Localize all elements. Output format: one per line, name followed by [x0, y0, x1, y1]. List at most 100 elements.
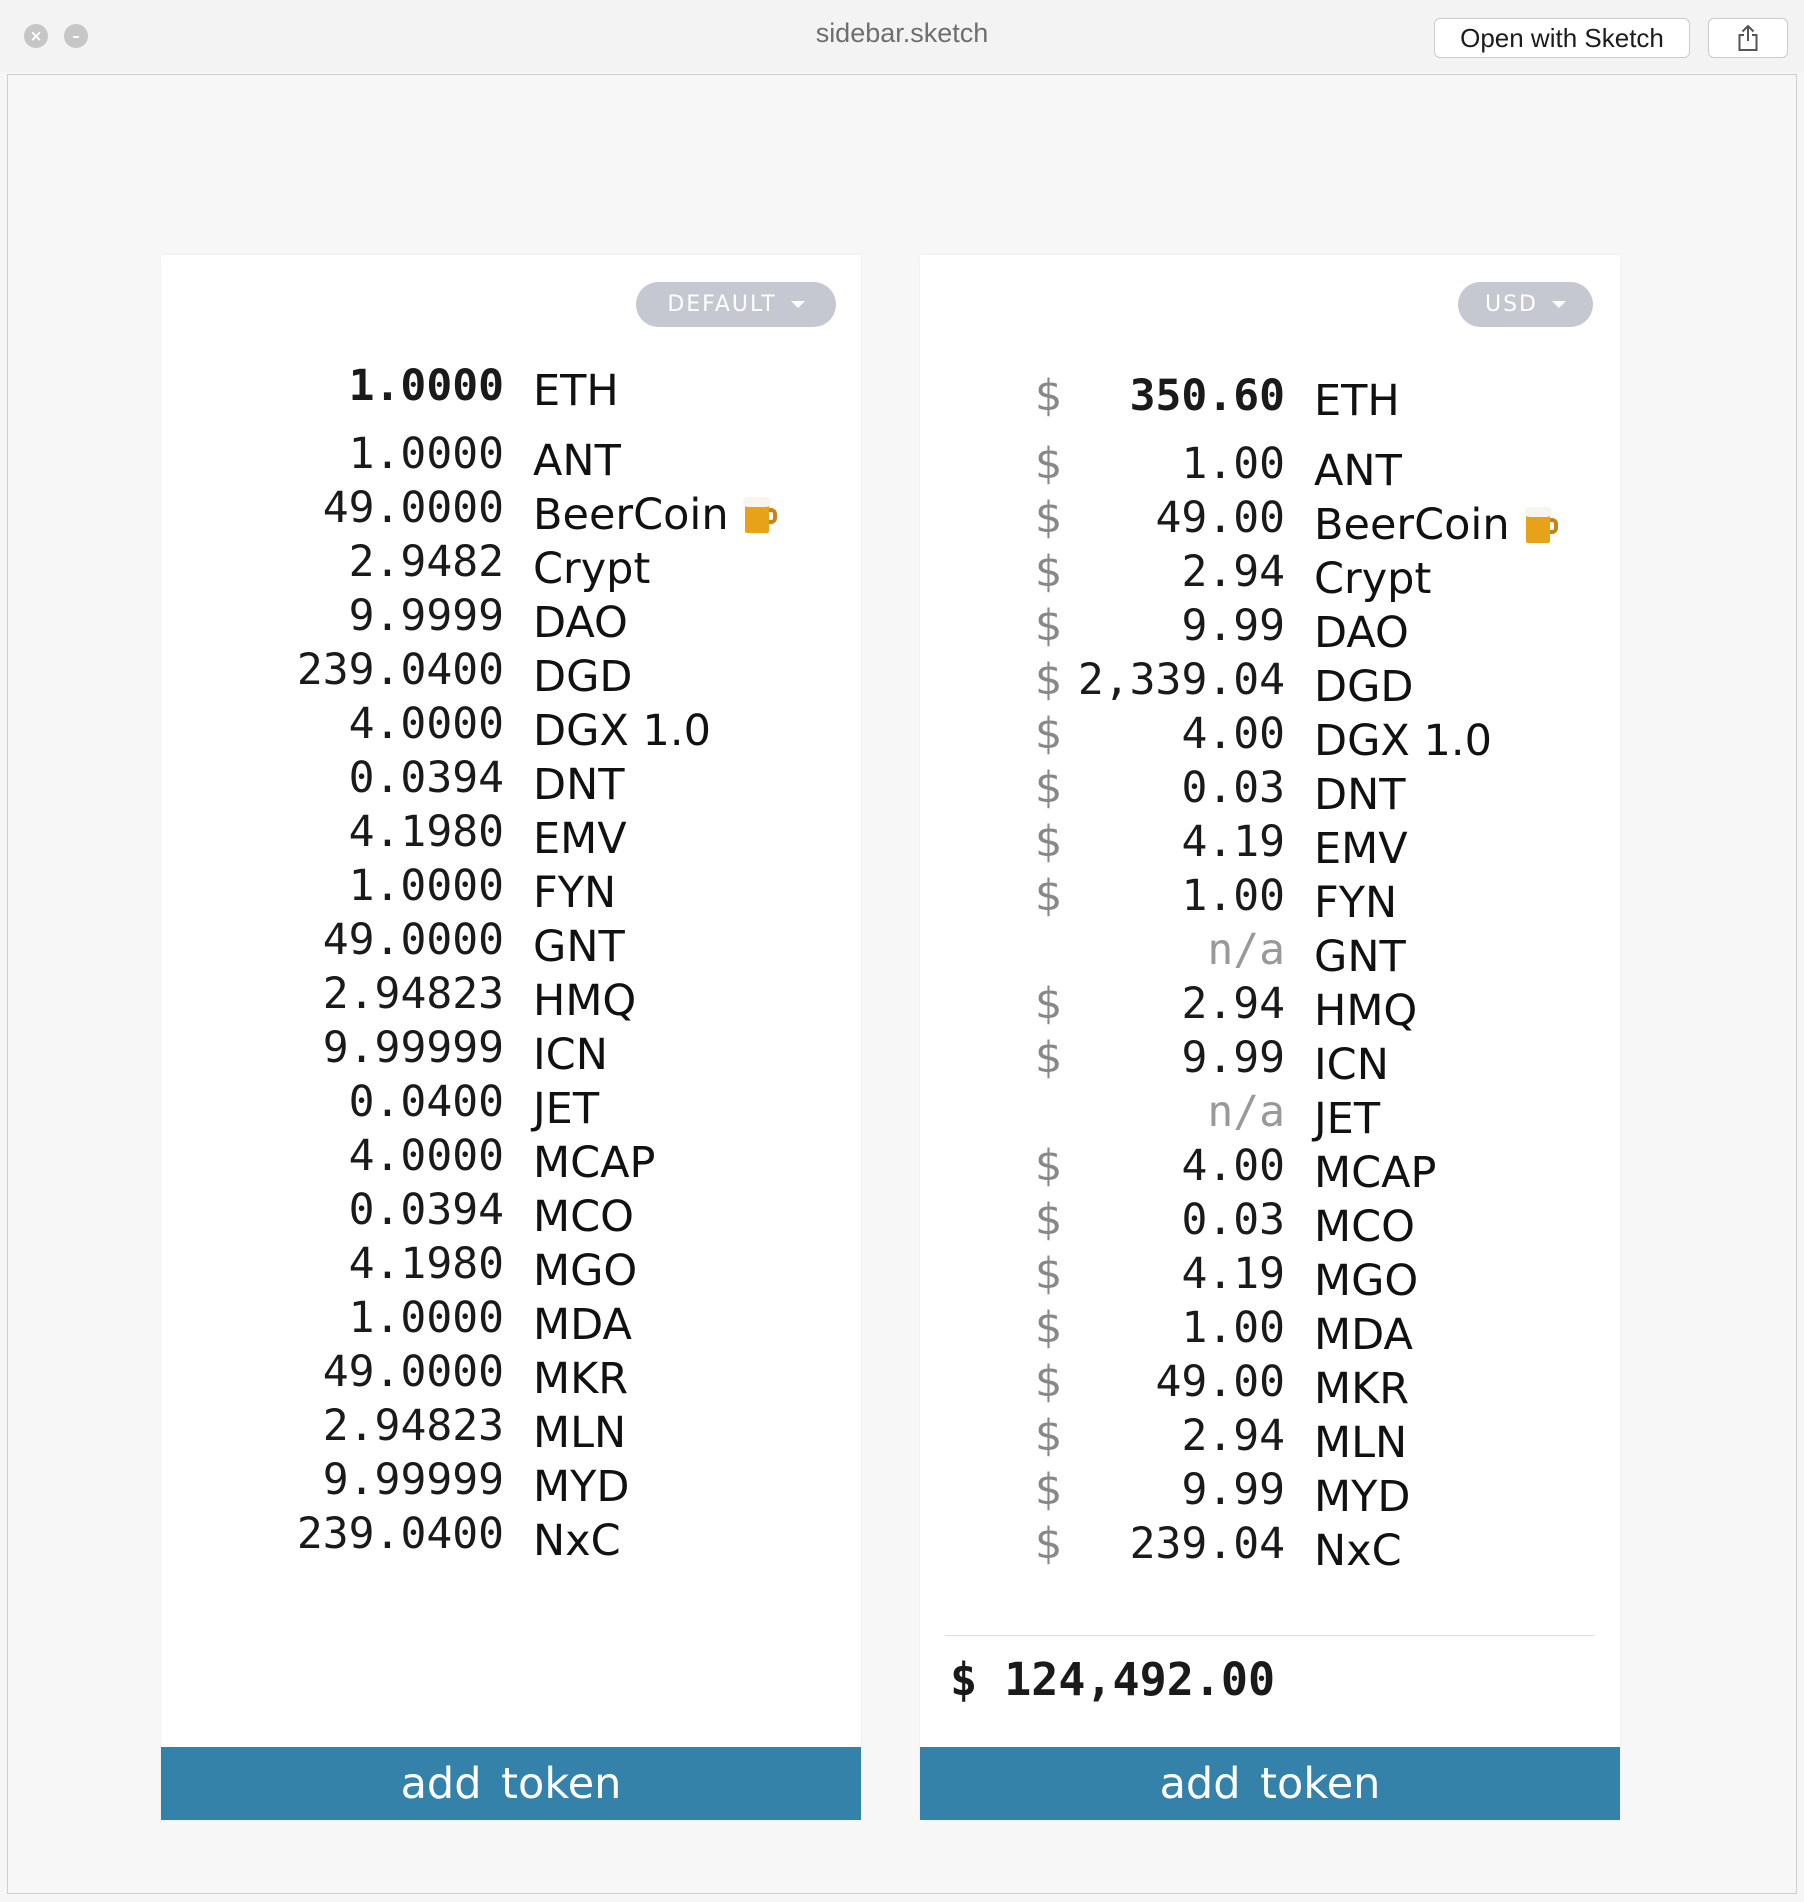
token-row[interactable]: 9.9999 DAO [161, 589, 861, 648]
token-row[interactable]: 4.0000 DGX 1.0 [161, 697, 861, 756]
token-amount: 0.0394 [348, 1185, 504, 1235]
token-value: 4.19 [1181, 1249, 1285, 1299]
token-symbol: MLN [1314, 1416, 1407, 1470]
token-row[interactable]: 239.0400 NxC [161, 1507, 861, 1566]
token-row[interactable]: $49.00 MKR [920, 1355, 1620, 1414]
token-row[interactable]: 1.0000 FYN [161, 859, 861, 918]
token-row[interactable]: 2.94823 HMQ [161, 967, 861, 1026]
token-symbol-label: MKR [1314, 1364, 1410, 1414]
currency-symbol: $ [1035, 1519, 1063, 1569]
token-symbol: HMQ [1314, 984, 1417, 1038]
token-row[interactable]: $4.19 MGO [920, 1247, 1620, 1306]
token-value: 239.04 [1129, 1519, 1285, 1569]
token-row[interactable]: 4.1980 MGO [161, 1237, 861, 1296]
token-symbol: MCAP [1314, 1146, 1436, 1200]
token-row[interactable]: 4.0000 MCAP [161, 1129, 861, 1188]
token-row[interactable]: 1.0000 ANT [161, 427, 861, 486]
token-row[interactable]: 49.0000 BeerCoin [161, 481, 861, 540]
open-with-sketch-button[interactable]: Open with Sketch [1434, 18, 1690, 58]
currency-selector-dropdown[interactable]: USD [1458, 282, 1593, 327]
token-row[interactable]: 1.0000 MDA [161, 1291, 861, 1350]
token-symbol: NxC [1314, 1524, 1402, 1578]
token-row[interactable]: 0.0394 DNT [161, 751, 861, 810]
token-row[interactable]: $1.00 ANT [920, 437, 1620, 496]
token-row[interactable]: $2.94 HMQ [920, 977, 1620, 1036]
token-row[interactable]: $4.00 MCAP [920, 1139, 1620, 1198]
token-symbol-label: DGD [1314, 662, 1414, 712]
token-symbol-label: HMQ [1314, 986, 1418, 1036]
beer-mug-icon [1523, 507, 1558, 543]
token-symbol: Crypt [533, 542, 650, 596]
token-row[interactable]: $9.99 ICN [920, 1031, 1620, 1090]
currency-symbol: $ [1035, 1357, 1063, 1407]
token-symbol-label: MCAP [533, 1138, 656, 1188]
currency-symbol: $ [1035, 1411, 1063, 1461]
token-symbol-label: MCO [533, 1192, 634, 1242]
token-symbol-label: MGO [533, 1246, 638, 1296]
token-row[interactable]: $9.99 DAO [920, 599, 1620, 658]
token-symbol: BeerCoin [533, 488, 777, 542]
currency-symbol: $ [1035, 817, 1063, 867]
token-symbol-label: DAO [1314, 608, 1409, 658]
eth-balance-row[interactable]: 1.0000 ETH [161, 345, 861, 427]
token-amount: 0.0394 [348, 753, 504, 803]
token-symbol-label: BeerCoin [1314, 500, 1510, 550]
token-amount: 1.0000 [348, 1293, 504, 1343]
token-value-list: $ 350.60 ETH $1.00 ANT $49.00 BeerCoin $2.94… [920, 355, 1620, 1576]
token-amount: 9.99999 [322, 1023, 504, 1073]
add-token-button[interactable]: add token [161, 1747, 861, 1820]
token-row[interactable]: n/a JET [920, 1085, 1620, 1144]
token-row[interactable]: $0.03 MCO [920, 1193, 1620, 1252]
token-row[interactable]: 239.0400 DGD [161, 643, 861, 702]
token-row[interactable]: $2.94 Crypt [920, 545, 1620, 604]
token-row[interactable]: $1.00 MDA [920, 1301, 1620, 1360]
token-amount: 9.9999 [348, 591, 504, 641]
token-row[interactable]: $239.04 NxC [920, 1517, 1620, 1576]
add-token-button[interactable]: add token [920, 1747, 1620, 1820]
token-row[interactable]: $4.19 EMV [920, 815, 1620, 874]
token-row[interactable]: 9.99999 ICN [161, 1021, 861, 1080]
unit-selector-dropdown[interactable]: DEFAULT [636, 282, 836, 327]
token-row[interactable]: 9.99999 MYD [161, 1453, 861, 1512]
token-symbol: GNT [533, 920, 625, 974]
token-symbol-label: ANT [1314, 446, 1402, 496]
token-row[interactable]: $0.03 DNT [920, 761, 1620, 820]
token-amount: 2.94823 [322, 1401, 504, 1451]
token-row[interactable]: 0.0400 JET [161, 1075, 861, 1134]
token-row[interactable]: n/a GNT [920, 923, 1620, 982]
token-row[interactable]: $1.00 FYN [920, 869, 1620, 928]
token-row[interactable]: 49.0000 GNT [161, 913, 861, 972]
currency-symbol: $ [1035, 1033, 1063, 1083]
token-symbol: MKR [533, 1352, 628, 1406]
minimize-icon[interactable]: – [64, 24, 88, 48]
token-row[interactable]: $49.00 BeerCoin [920, 491, 1620, 550]
token-symbol: MCO [1314, 1200, 1415, 1254]
close-icon[interactable]: × [24, 24, 48, 48]
token-row[interactable]: $2.94 MLN [920, 1409, 1620, 1468]
token-value: 2.94 [1181, 1411, 1285, 1461]
token-row[interactable]: $9.99 MYD [920, 1463, 1620, 1522]
token-row[interactable]: 2.9482 Crypt [161, 535, 861, 594]
share-button[interactable] [1708, 18, 1788, 58]
currency-symbol: $ [1035, 1465, 1063, 1515]
currency-symbol: $ [1035, 655, 1063, 705]
token-row[interactable]: 49.0000 MKR [161, 1345, 861, 1404]
share-icon [1738, 25, 1758, 51]
token-row[interactable]: 0.0394 MCO [161, 1183, 861, 1242]
token-row[interactable]: $2,339.04 DGD [920, 653, 1620, 712]
token-row[interactable]: 2.94823 MLN [161, 1399, 861, 1458]
token-symbol-label: MGO [1314, 1256, 1419, 1306]
token-symbol: HMQ [533, 974, 636, 1028]
eth-value-row[interactable]: $ 350.60 ETH [920, 355, 1620, 437]
token-symbol: MCAP [533, 1136, 655, 1190]
token-row[interactable]: 4.1980 EMV [161, 805, 861, 864]
token-row[interactable]: $4.00 DGX 1.0 [920, 707, 1620, 766]
token-symbol-label: MDA [1314, 1310, 1413, 1360]
token-symbol: MLN [533, 1406, 626, 1460]
token-value: 2.94 [1181, 979, 1285, 1029]
token-value: 1.00 [1181, 871, 1285, 921]
currency-symbol: $ [1035, 547, 1063, 597]
token-amount: 49.0000 [322, 915, 504, 965]
token-symbol: JET [1314, 1092, 1380, 1146]
token-symbol: DAO [533, 596, 628, 650]
